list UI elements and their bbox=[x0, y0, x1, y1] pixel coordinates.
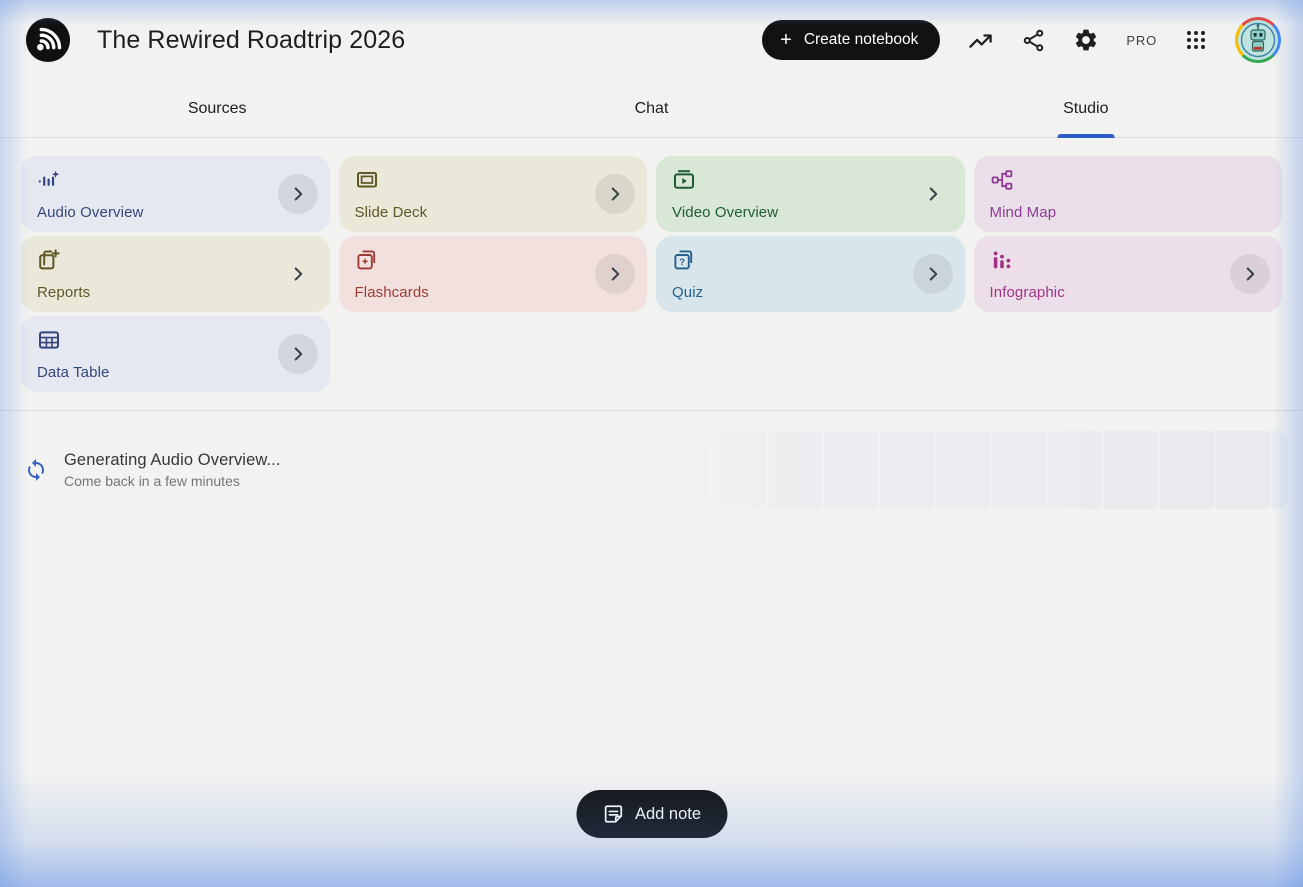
tool-label: Data Table bbox=[37, 364, 110, 381]
open-tool-chevron-button[interactable] bbox=[278, 254, 318, 294]
slide-deck-icon bbox=[355, 168, 379, 192]
tab-chat[interactable]: Chat bbox=[434, 80, 868, 137]
tool-label: Video Overview bbox=[672, 204, 779, 221]
reports-icon bbox=[37, 248, 61, 272]
studio-tool-card-infographic[interactable]: Infographic bbox=[973, 236, 1282, 312]
analytics-trending-up-icon[interactable] bbox=[967, 27, 994, 54]
add-note-label: Add note bbox=[634, 804, 702, 823]
notebook-title[interactable]: The Rewired Roadtrip 2026 bbox=[97, 25, 406, 54]
active-tab-underline bbox=[1057, 134, 1115, 138]
video-overview-icon bbox=[672, 168, 696, 192]
top-app-bar: The Rewired Roadtrip 2026 + Create noteb… bbox=[0, 0, 1303, 80]
note-icon bbox=[602, 803, 624, 825]
generating-text-block: Generating Audio Overview... Come back i… bbox=[64, 451, 281, 489]
studio-tool-card-mind-map[interactable]: Mind Map bbox=[973, 156, 1282, 232]
tool-label: Mind Map bbox=[989, 204, 1057, 221]
tool-label: Slide Deck bbox=[354, 204, 428, 221]
generating-status-row: Generating Audio Overview... Come back i… bbox=[0, 411, 1303, 509]
data-table-icon bbox=[37, 328, 61, 352]
settings-gear-icon[interactable] bbox=[1073, 27, 1099, 53]
studio-tool-card-video-overview[interactable]: Video Overview bbox=[656, 156, 965, 232]
tab-bar: Sources Chat Studio bbox=[0, 80, 1303, 138]
tab-label: Chat bbox=[634, 99, 669, 117]
studio-tool-card-flashcards[interactable]: Flashcards bbox=[338, 236, 647, 312]
generating-status: Generating Audio Overview... Come back i… bbox=[24, 451, 281, 489]
open-tool-chevron-button[interactable] bbox=[595, 174, 635, 214]
open-tool-chevron-button[interactable] bbox=[912, 254, 953, 294]
infographic-icon bbox=[990, 248, 1014, 272]
tool-label: Audio Overview bbox=[37, 204, 144, 221]
tab-label: Sources bbox=[187, 99, 247, 117]
tab-studio[interactable]: Studio bbox=[869, 80, 1303, 138]
studio-tool-card-quiz[interactable]: ? Quiz bbox=[656, 236, 965, 312]
studio-tool-card-data-table[interactable]: Data Table bbox=[21, 316, 330, 392]
tab-sources[interactable]: Sources bbox=[0, 80, 434, 137]
open-tool-chevron-button[interactable] bbox=[595, 254, 635, 294]
header-actions: + Create notebook PRO bbox=[762, 17, 1281, 63]
svg-text:?: ? bbox=[679, 257, 685, 268]
plus-icon: + bbox=[780, 29, 792, 51]
avatar-robot-image bbox=[1238, 20, 1278, 60]
quiz-icon: ? bbox=[672, 248, 696, 272]
apps-grid-icon[interactable] bbox=[1184, 28, 1208, 52]
studio-tools-grid: Audio Overview Slide Deck Video Overview… bbox=[21, 156, 1282, 392]
open-tool-chevron-button[interactable] bbox=[913, 174, 953, 214]
studio-tool-card-slide-deck[interactable]: Slide Deck bbox=[338, 156, 647, 232]
audio-waveform-icon bbox=[37, 168, 61, 192]
generating-subtitle: Come back in a few minutes bbox=[64, 473, 240, 489]
account-avatar[interactable] bbox=[1235, 17, 1281, 63]
tab-label: Studio bbox=[1063, 99, 1109, 117]
create-notebook-label: Create notebook bbox=[803, 31, 919, 48]
tool-label: Quiz bbox=[672, 284, 704, 301]
open-tool-chevron-button[interactable] bbox=[277, 174, 318, 214]
loading-skeleton-bar bbox=[710, 431, 1288, 509]
share-icon[interactable] bbox=[1021, 28, 1046, 53]
studio-tool-card-audio-overview[interactable]: Audio Overview bbox=[21, 156, 330, 232]
mind-map-icon bbox=[990, 168, 1014, 192]
tool-label: Flashcards bbox=[354, 284, 429, 301]
create-notebook-button[interactable]: + Create notebook bbox=[762, 20, 941, 60]
open-tool-chevron-button[interactable] bbox=[277, 334, 318, 374]
open-tool-chevron-button[interactable] bbox=[1230, 254, 1270, 294]
notebooklm-logo[interactable] bbox=[25, 17, 71, 63]
studio-tool-card-reports[interactable]: Reports bbox=[21, 236, 330, 312]
tool-label: Reports bbox=[37, 284, 91, 301]
pro-badge: PRO bbox=[1126, 32, 1157, 48]
tool-label: Infographic bbox=[989, 284, 1065, 301]
sync-spinner-icon bbox=[24, 458, 48, 482]
add-note-button[interactable]: Add note bbox=[575, 790, 728, 838]
flashcards-icon bbox=[355, 248, 379, 272]
generating-title: Generating Audio Overview... bbox=[64, 451, 281, 469]
